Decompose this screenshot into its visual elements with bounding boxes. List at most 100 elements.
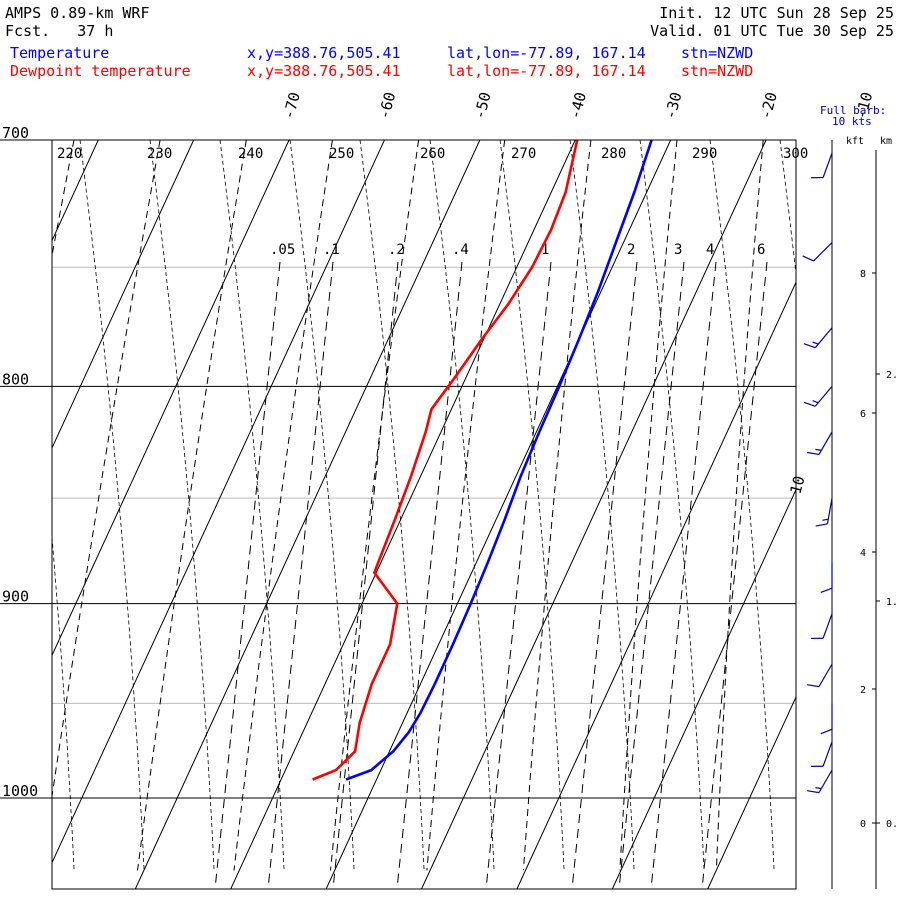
mixing-ratio-label: .05 [270, 242, 295, 258]
wind-barb-flag [822, 518, 829, 521]
mixing-ratio-line [701, 261, 768, 889]
wind-barb [820, 703, 833, 735]
wind-barb-shaft [818, 769, 833, 793]
moist-adiabat [0, 140, 4, 870]
isotherm-line [52, 140, 290, 657]
wind-barb-shaft [818, 431, 833, 455]
theta-label: 280 [601, 146, 626, 162]
isotherm-label: -40 [566, 90, 590, 121]
wind-barb-flag [820, 587, 833, 593]
moist-adiabat [639, 140, 705, 871]
isotherm-line [611, 488, 796, 889]
mixing-ratio-label: .4 [452, 242, 469, 258]
isotherm-line [230, 140, 576, 889]
wind-barb-shaft [822, 613, 833, 639]
isotherm-line [52, 140, 385, 864]
wind-barb-flag [807, 451, 820, 456]
isotherm-line [707, 695, 796, 889]
wind-barb [820, 562, 833, 593]
dry-adiabat [52, 140, 75, 259]
wind-barb-shaft [813, 242, 833, 262]
mixing-ratio-label: 3 [674, 242, 682, 258]
isotherm-label: -60 [375, 90, 399, 121]
wind-barb [802, 242, 833, 262]
valid-time: Valid. 01 UTC Tue 30 Sep 25 [650, 22, 894, 40]
wind-barb-flag [802, 255, 814, 262]
mixing-ratio-label: 2 [627, 242, 635, 258]
dry-adiabat [426, 140, 506, 871]
mixing-ratio-line [571, 261, 638, 889]
wind-barb [803, 327, 833, 349]
dry-adiabat [522, 140, 592, 871]
moist-adiabat [779, 140, 796, 278]
dry-adiabat [330, 140, 420, 871]
km-tick-label: 2. [886, 370, 898, 381]
isotherm-label: -20 [757, 90, 781, 121]
isobar-label-800: 800 [2, 370, 29, 388]
legend-dewpoint-latlon: lat,lon=-77.89, 167.14 [447, 62, 646, 80]
wind-barb-shaft [818, 663, 833, 687]
isotherm-label-side: 10 [786, 474, 808, 496]
mixing-ratio-label: 1 [541, 242, 549, 258]
wind-barb [811, 613, 833, 640]
theta-label: 290 [692, 146, 717, 162]
wind-barb-flag [803, 401, 816, 407]
forecast-hour: Fcst. 37 h [5, 22, 114, 40]
isotherm-line [803, 140, 900, 889]
mixing-ratio-line [214, 261, 281, 889]
isotherm-line [52, 140, 99, 242]
theta-label: 250 [329, 146, 354, 162]
km-tick-label: 1. [886, 597, 898, 608]
isobar-label-700: 700 [2, 124, 29, 142]
kft-tick-label: 6 [860, 409, 866, 420]
dewpoint-profile [312, 140, 579, 781]
barb-legend-line2: 10 kts [832, 115, 872, 128]
init-time: Init. 12 UTC Sun 28 Sep 25 [659, 4, 894, 22]
isotherm-label: -50 [470, 90, 494, 121]
dry-adiabat [52, 140, 161, 800]
mixing-ratio-label: .1 [323, 242, 340, 258]
legend-temperature-station: stn=NZWD [681, 44, 754, 62]
wind-barb [803, 385, 833, 407]
isotherm-line [516, 281, 796, 889]
wind-barb [811, 152, 833, 179]
legend-temperature-latlon: lat,lon=-77.89, 167.14 [447, 44, 646, 62]
moist-adiabat [149, 140, 215, 871]
moist-adiabat [850, 140, 900, 870]
wind-barb-flag [812, 400, 819, 404]
legend-dewpoint-station: stn=NZWD [681, 62, 754, 80]
theta-label: 270 [511, 146, 536, 162]
temperature-profile [345, 140, 653, 781]
moist-adiabat [79, 140, 145, 871]
wind-barb-shaft [814, 327, 833, 349]
wind-barb [807, 431, 833, 456]
wind-barb-flag [815, 787, 822, 790]
mixing-ratio-label: 4 [706, 242, 714, 258]
dry-adiabat [137, 140, 247, 871]
wind-barb-flag [820, 728, 833, 735]
wind-barb-shaft [822, 741, 833, 767]
mixing-ratio-line [650, 261, 717, 889]
mixing-ratio-line [267, 261, 334, 889]
theta-label: 260 [420, 146, 445, 162]
moist-adiabat [52, 532, 75, 871]
wind-barb-shaft [814, 385, 833, 407]
dry-adiabat [619, 140, 678, 871]
legend-temperature-label: Temperature [10, 44, 110, 62]
wind-barb-flag [807, 790, 820, 794]
mixing-ratio-line [618, 261, 685, 889]
barb-legend-line1: Full barb: [820, 104, 886, 117]
mixing-ratio-label: .2 [388, 242, 405, 258]
dry-adiabat [715, 140, 764, 871]
isotherm-line [52, 140, 195, 450]
theta-label: 220 [57, 146, 82, 162]
wind-barb-flag [812, 341, 819, 345]
legend-temperature-xy: x,y=388.76,505.41 [247, 44, 401, 62]
isotherm-line [325, 140, 672, 889]
kft-tick-label: 4 [860, 548, 866, 559]
wind-barb-flag [807, 684, 820, 688]
kft-label: kft [846, 136, 864, 147]
isobar-label-900: 900 [2, 588, 29, 606]
